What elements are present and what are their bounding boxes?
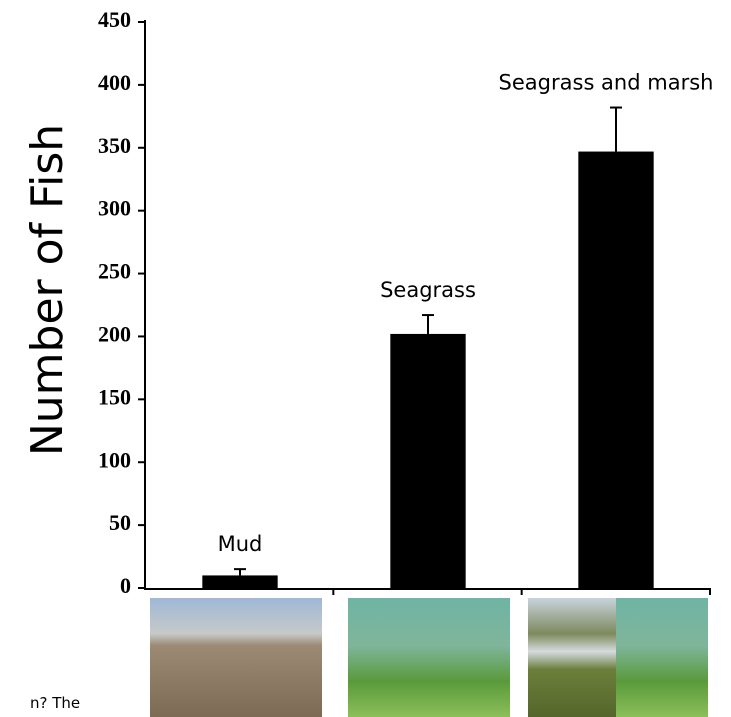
y-tick-label: 200 bbox=[98, 321, 131, 346]
bar bbox=[390, 334, 465, 588]
photo-marsh bbox=[528, 598, 616, 717]
y-tick-label: 450 bbox=[98, 7, 131, 32]
bar bbox=[578, 152, 653, 588]
y-tick-label: 100 bbox=[98, 447, 131, 472]
footer-text: n? The bbox=[30, 694, 80, 712]
y-tick-label: 400 bbox=[98, 70, 131, 95]
y-tick-label: 350 bbox=[98, 133, 131, 158]
chart: Number of Fish n? The 0 50 100 150 200 250 300… bbox=[0, 0, 731, 717]
category-label: Mud bbox=[218, 532, 263, 556]
photo-seagrass-2 bbox=[616, 598, 708, 717]
bar bbox=[202, 575, 277, 588]
y-tick-label: 250 bbox=[98, 259, 131, 284]
y-axis-label: Number of Fish bbox=[22, 124, 73, 456]
photo-mud bbox=[150, 598, 322, 717]
category-label: Seagrass bbox=[380, 278, 476, 302]
y-tick-label: 50 bbox=[109, 510, 131, 535]
y-tick-label: 300 bbox=[98, 196, 131, 221]
y-tick-label: 150 bbox=[98, 384, 131, 409]
y-tick-label: 0 bbox=[120, 573, 131, 598]
photo-seagrass bbox=[348, 598, 510, 717]
category-label: Seagrass and marsh bbox=[499, 71, 714, 95]
